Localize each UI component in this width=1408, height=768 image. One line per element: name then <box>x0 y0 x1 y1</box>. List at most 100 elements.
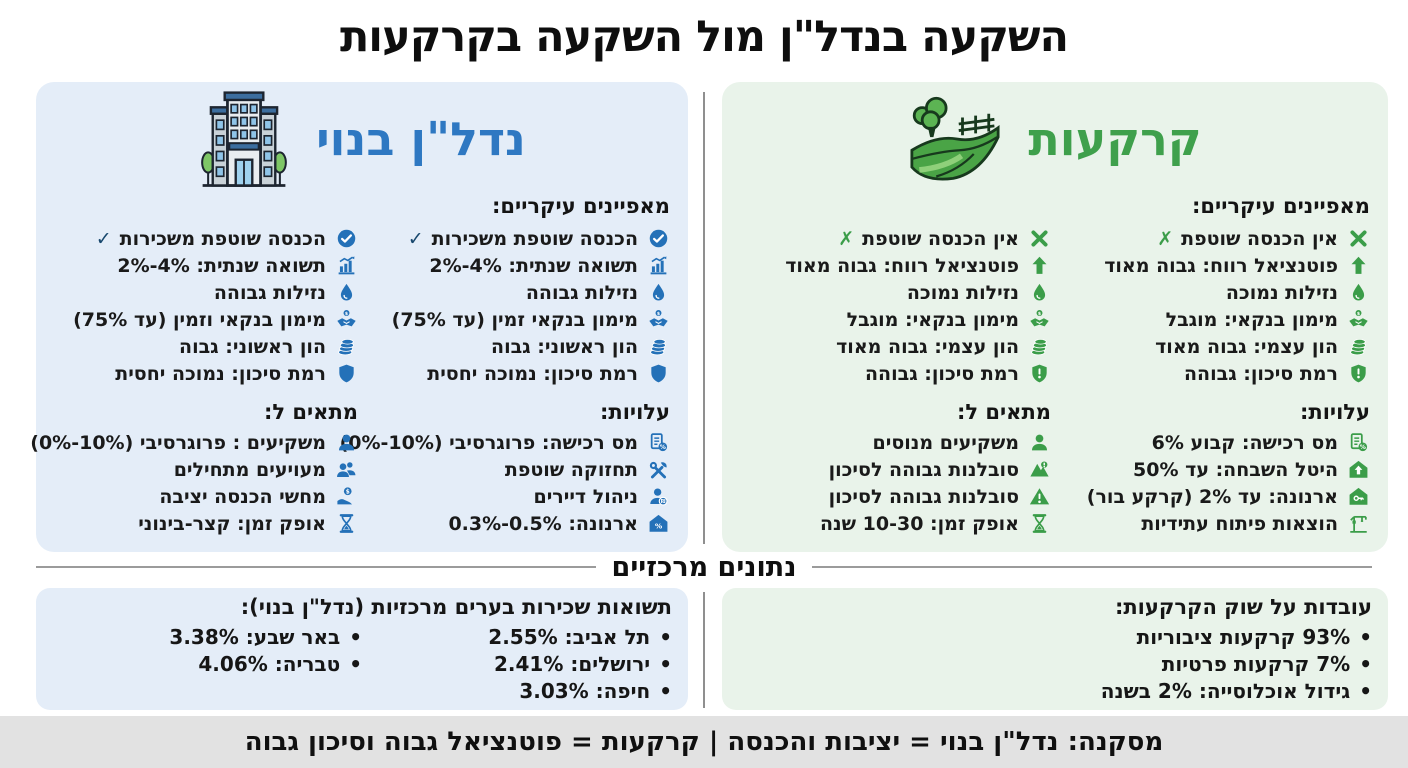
shield-icon <box>646 362 670 386</box>
feature-text: סובלנות גבוהה לסיכון <box>828 485 1019 508</box>
handshake-coin-icon: $ <box>1346 308 1370 332</box>
field-icon <box>908 94 1002 184</box>
feature-row: רמת סיכון: נמוכה יחסית <box>54 360 358 387</box>
feature-text: נזילות נמוכה <box>906 281 1019 304</box>
coins-icon <box>1027 335 1051 359</box>
feature-text: מס רכישה: קבוע 6% <box>1151 431 1338 454</box>
feature-text: היטל השבחה: עד 50% <box>1133 458 1338 481</box>
svg-text:$: $ <box>344 311 347 317</box>
divider-vertical-bottom <box>703 592 705 708</box>
feature-text: הון ראשוני: גבוה <box>491 335 638 358</box>
shield-exclaim-icon <box>1027 362 1051 386</box>
built-column-right: מאפיינים עיקריים: הכנסה שוטפת משכירות ✓ תש… <box>340 194 674 537</box>
feature-text: נזילות גבוהה <box>213 281 326 304</box>
feature-text: מס רכישה: פרוגרסיבי (‪0%-10%‬) <box>339 431 638 454</box>
panel-land: קרקעות מאפיינים עיקריים <box>722 82 1388 552</box>
divider-line-right <box>812 566 1372 568</box>
feature-row: הון עצמי: גבוה מאוד <box>740 333 1051 360</box>
feature-row: פוטנציאל רווח: גבוה מאוד <box>1059 252 1370 279</box>
feature-row: % מס רכישה: קבוע 6% <box>1059 429 1370 456</box>
feature-text: אופק זמן: 10-30 שנה <box>819 512 1019 535</box>
bullet-icon: • <box>349 651 362 676</box>
stat-text: ירושלים: 2.41% <box>493 651 651 676</box>
feature-row: ₪ ניהול דיירים <box>366 483 670 510</box>
feature-row: סובלנות גבוהה לסיכון <box>740 456 1051 483</box>
person-icon <box>1027 431 1051 455</box>
svg-text:$: $ <box>1037 311 1040 317</box>
feature-text: מימון בנקאי וזמין (עד 75%) <box>73 308 326 331</box>
check-suffix-icon: ✓ <box>95 227 112 250</box>
shield-icon <box>334 362 358 386</box>
stats-built-column-right: • תל אביב: 2.55% • ירושלים: 2.41% • חיפה: 3.0… <box>362 623 672 704</box>
coins-icon <box>1346 335 1370 359</box>
coins-icon <box>646 335 670 359</box>
feature-row: היטל השבחה: עד 50% <box>1059 456 1370 483</box>
feature-text: ארנונה: ‪0.3%-0.5%‬ <box>448 512 638 535</box>
feature-row: משקיעים : פרוגרסיבי (‪0%-10%‬) <box>30 429 358 456</box>
people-icon <box>334 458 358 482</box>
triangle-warning-icon <box>1027 485 1051 509</box>
land-costs-heading: עלויות: <box>1299 400 1370 424</box>
arrow-up-icon <box>1346 254 1370 278</box>
feature-row: $ מימון בנקאי זמין (עד 75%) <box>366 306 670 333</box>
feature-text: פוטנציאל רווח: גבוה מאוד <box>1104 254 1338 277</box>
droplet-icon <box>1027 281 1051 305</box>
feature-text: הון עצמי: גבוה מאוד <box>836 335 1019 358</box>
feature-text: תשואה שנתית: ‪2%-4%‬ <box>117 254 326 277</box>
land-characteristics-heading: מאפיינים עיקריים: <box>1192 194 1370 218</box>
built-panel-header: נדל"ן בנוי <box>50 86 674 192</box>
feature-row: רמת סיכון: גבוהה <box>740 360 1051 387</box>
feature-text: תשואה שנתית: ‪2%-4%‬ <box>429 254 638 277</box>
bullet-icon: • <box>659 678 672 703</box>
land-column-left: אין הכנסה שוטפת ✗ פוטנציאל רווח: גבוה מאוד… <box>736 194 1055 537</box>
feature-text: משקיעים מנוסים <box>872 431 1019 454</box>
stats-built-heading: תשואות שכירות בערים מרכזיות (נדל"ן בנוי)… <box>240 595 672 619</box>
mountain-warning-icon <box>1027 458 1051 482</box>
svg-text:$: $ <box>1356 311 1359 317</box>
stats-built-box: תשואות שכירות בערים מרכזיות (נדל"ן בנוי)… <box>36 588 688 710</box>
land-costs-section: עלויות: % מס רכישה: קבוע 6% היטל השבחה: עד… <box>1059 400 1370 537</box>
svg-text:%: % <box>659 444 665 451</box>
stat-item: • גידול אוכלוסייה: 2% בשנה <box>1055 677 1372 704</box>
feature-row: תשואה שנתית: ‪2%-4%‬ <box>366 252 670 279</box>
bullet-icon: • <box>659 651 672 676</box>
land-suitable-list: משקיעים מנוסים סובלנות גבוהה לסיכון סובלנו… <box>740 429 1051 537</box>
feature-row: נזילות גבוהה <box>54 279 358 306</box>
built-costs-list: % מס רכישה: פרוגרסיבי (‪0%-10%‬) תחזוקה שו… <box>340 429 670 537</box>
built-characteristics-heading: מאפיינים עיקריים: <box>492 194 670 218</box>
hourglass-icon <box>1027 512 1051 536</box>
feature-row: הון ראשוני: גבוה <box>366 333 670 360</box>
land-panel-title: קרקעות <box>1028 112 1202 166</box>
built-suitable-section: מתאים ל: משקיעים : פרוגרסיבי (‪0%-10%‬) מ… <box>30 400 358 537</box>
feature-text: רמת סיכון: נמוכה יחסית <box>115 362 326 385</box>
person-badge-icon: ₪ <box>646 485 670 509</box>
built-suitable-list: משקיעים : פרוגרסיבי (‪0%-10%‬) מעויעים מת… <box>30 429 358 537</box>
land-suitable-heading: מתאים ל: <box>956 400 1051 424</box>
stat-item: • תל אביב: 2.55% <box>362 623 672 650</box>
conclusion-bar: מסקנה: נדל"ן בנוי = יציבות והכנסה | קרקע… <box>0 716 1408 768</box>
stats-land-heading: עובדות על שוק הקרקעות: <box>1114 595 1372 619</box>
shield-exclaim-icon <box>1346 362 1370 386</box>
feature-row: ארנונה: עד 2% (קרקע בור) <box>1059 483 1370 510</box>
built-costs-heading: עלויות: <box>599 400 670 424</box>
x-mark-icon <box>1346 227 1370 251</box>
feature-text: רמת סיכון: נמוכה יחסית <box>427 362 638 385</box>
building-icon <box>198 88 290 191</box>
x-suffix-icon: ✗ <box>1157 227 1174 250</box>
feature-text: מחשי הכנסה יציבה <box>159 485 326 508</box>
bar-chart-icon <box>646 254 670 278</box>
built-features-list-left: הכנסה שוטפת משכירות ✓ תשואה שנתית: ‪2%-4%‬… <box>54 225 358 387</box>
coins-icon <box>334 335 358 359</box>
key-data-separator: נתונים מרכזיים <box>36 550 1372 584</box>
feature-text: פוטנציאל רווח: גבוה מאוד <box>785 254 1019 277</box>
feature-row: נזילות נמוכה <box>740 279 1051 306</box>
feature-text: תחזוקה שוטפת <box>504 458 638 481</box>
check-circle-icon <box>334 227 358 251</box>
stats-built-columns: • תל אביב: 2.55% • ירושלים: 2.41% • חיפה: 3.0… <box>52 623 672 704</box>
feature-row: רמת סיכון: נמוכה יחסית <box>366 360 670 387</box>
feature-text: אין הכנסה שוטפת <box>1181 227 1338 250</box>
receipt-percent-icon: % <box>646 431 670 455</box>
feature-row: פוטנציאל רווח: גבוה מאוד <box>740 252 1051 279</box>
feature-text: מימון בנקאי זמין (עד 75%) <box>391 308 638 331</box>
built-features-list-right: הכנסה שוטפת משכירות ✓ תשואה שנתית: ‪2%-4%‬… <box>366 225 670 387</box>
